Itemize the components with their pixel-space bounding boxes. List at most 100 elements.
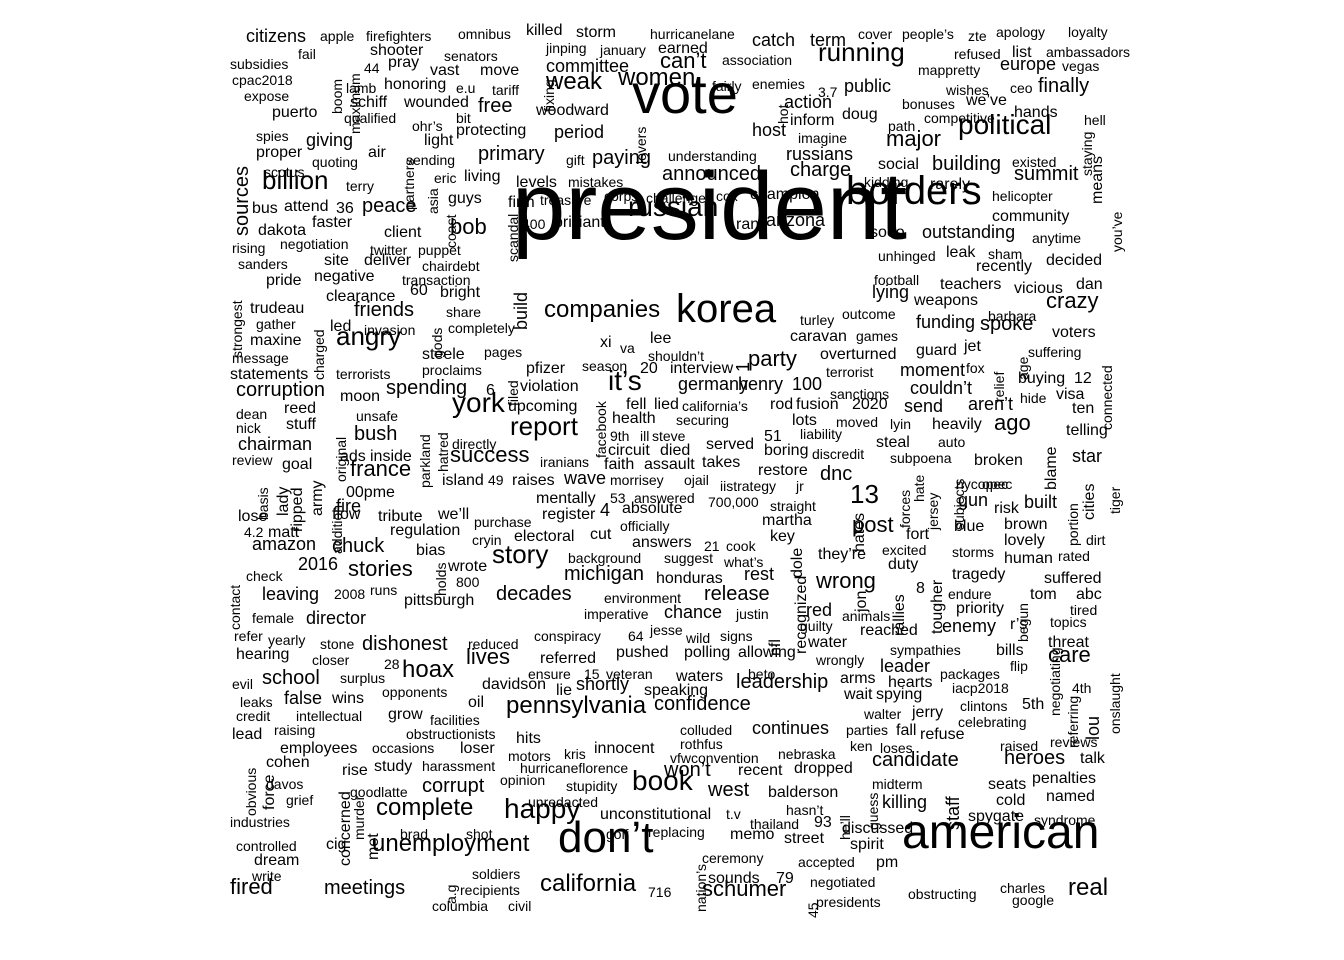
cloud-word: reviews xyxy=(1050,733,1098,750)
cloud-word: leader xyxy=(880,656,931,677)
cloud-word: wave xyxy=(564,468,607,489)
cloud-word: sanders xyxy=(238,255,288,272)
cloud-word: hates xyxy=(851,512,868,552)
cloud-word: securing xyxy=(676,411,729,428)
cloud-word: credit xyxy=(236,707,271,724)
cloud-word: billion xyxy=(262,164,329,195)
cloud-word: yearly xyxy=(268,631,306,648)
cloud-word: subjects xyxy=(951,478,967,530)
cloud-word: 79 xyxy=(776,869,794,887)
cloud-word: memo xyxy=(730,825,775,843)
cloud-word: york xyxy=(452,387,505,419)
cloud-word: heavily xyxy=(932,415,982,433)
cloud-word: cox xyxy=(716,187,738,204)
cloud-word: colluded xyxy=(680,721,733,738)
cloud-word: thailand xyxy=(750,815,800,832)
cloud-word: davidson xyxy=(482,675,547,693)
cloud-word: leaving xyxy=(262,584,320,605)
cloud-word: russians xyxy=(786,144,854,165)
cloud-word: list xyxy=(1012,43,1032,61)
cloud-word: outstanding xyxy=(922,222,1016,243)
cloud-word: clintons xyxy=(960,697,1008,714)
cloud-word: controlled xyxy=(236,837,297,854)
cloud-word: cpac2018 xyxy=(232,71,293,88)
cloud-word: lead xyxy=(232,725,263,743)
cloud-word: referred xyxy=(540,649,597,667)
cloud-word: success xyxy=(450,441,530,467)
cloud-word: 4.2 xyxy=(244,523,264,540)
cloud-word: endure xyxy=(948,585,992,602)
cloud-word: loyalty xyxy=(1068,23,1108,40)
cloud-word: killing xyxy=(882,792,928,813)
cloud-word: reached xyxy=(860,621,918,639)
cloud-word: report xyxy=(510,410,578,441)
cloud-word: release xyxy=(704,582,770,605)
cloud-word: abc xyxy=(1076,585,1102,603)
cloud-word: hurricaneflorence xyxy=(520,759,629,776)
cloud-word: dishonest xyxy=(362,632,448,655)
cloud-word: shooter xyxy=(370,41,424,59)
cloud-word: hell xyxy=(1084,111,1106,128)
cloud-word: 45 xyxy=(805,902,821,918)
cloud-word: pushed xyxy=(616,643,669,661)
cloud-word: cut xyxy=(590,525,612,543)
cloud-word: mentally xyxy=(536,489,596,507)
cloud-word: spoke xyxy=(980,312,1034,335)
cloud-word: steele xyxy=(422,345,465,363)
cloud-word: r’s xyxy=(1010,615,1028,633)
cloud-word: firm xyxy=(508,193,535,211)
cloud-word: walter xyxy=(864,705,902,722)
cloud-word: hoax xyxy=(402,656,455,684)
cloud-word: major xyxy=(886,125,942,151)
cloud-word: 00pme xyxy=(346,483,395,501)
cloud-word: intellectual xyxy=(296,707,363,724)
cloud-word: gift xyxy=(566,151,585,168)
cloud-word: competitive xyxy=(924,109,995,126)
cloud-word: ohr’s xyxy=(412,117,443,134)
cloud-word: guess xyxy=(865,792,881,830)
cloud-word: takes xyxy=(702,453,741,471)
cloud-word: upcoming xyxy=(508,397,578,415)
cloud-word: eric xyxy=(434,169,457,186)
cloud-word: california xyxy=(540,870,637,898)
cloud-word: scotus xyxy=(264,163,305,180)
cloud-word: puerto xyxy=(272,103,318,121)
cloud-word: spygate xyxy=(968,807,1025,825)
cloud-word: industries xyxy=(230,813,290,830)
cloud-word: coast xyxy=(443,214,459,248)
cloud-word: cig xyxy=(326,835,347,853)
cloud-word: health xyxy=(612,409,656,427)
cloud-word: statements xyxy=(230,365,309,383)
cloud-word: stupidity xyxy=(566,777,618,794)
cloud-word: cohen xyxy=(266,753,310,771)
cloud-word: qualified xyxy=(344,109,397,126)
cloud-word: nycopec xyxy=(956,475,1009,492)
cloud-word: 716 xyxy=(648,883,672,900)
cloud-word: confidence xyxy=(654,692,751,715)
cloud-word: shot xyxy=(466,825,493,842)
cloud-word: restore xyxy=(758,461,808,479)
cloud-word: 49 xyxy=(488,471,504,488)
cloud-word: environment xyxy=(604,589,682,606)
cloud-word: building xyxy=(932,152,1001,175)
cloud-word: complete xyxy=(376,794,474,822)
cloud-word: murder xyxy=(351,795,367,840)
cloud-word: lovely xyxy=(1004,531,1045,549)
cloud-word: tariff xyxy=(492,81,519,98)
cloud-word: golf xyxy=(606,825,629,842)
cloud-word: threat xyxy=(1048,633,1089,651)
cloud-word: ken xyxy=(850,737,873,754)
cloud-word: goodlatte xyxy=(350,783,408,800)
cloud-word: obvious xyxy=(243,767,259,816)
cloud-word: angry xyxy=(336,320,402,351)
cloud-word: means xyxy=(1089,155,1106,204)
cloud-word: lyin xyxy=(890,415,912,432)
cloud-word: ago xyxy=(994,409,1031,435)
cloud-word: enemy xyxy=(942,616,997,637)
cloud-word: balderson xyxy=(768,783,839,801)
cloud-word: share xyxy=(446,303,482,320)
cloud-word: meetings xyxy=(324,876,406,899)
cloud-word: story xyxy=(492,538,549,569)
cloud-word: 60 xyxy=(410,281,428,299)
